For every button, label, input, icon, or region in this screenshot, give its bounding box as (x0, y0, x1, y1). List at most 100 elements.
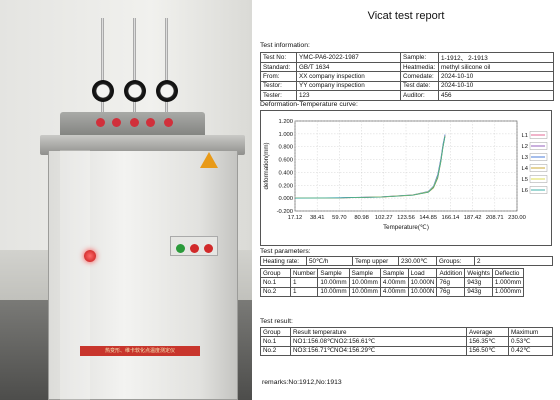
results-row: No.2 NO3:156.71℃NO4:156.29℃ 156.50℃ 0.42℃ (260, 345, 553, 357)
table-cell: 1.000mm (491, 286, 525, 298)
table-cell: Sample: (400, 52, 439, 63)
table-cell: 4.00mm (379, 277, 409, 288)
table-cell: 76g (436, 277, 466, 288)
x-tick-label: 102.27 (375, 215, 393, 221)
table-cell: 10.00mm (348, 277, 381, 288)
legend-label: L1 (522, 133, 528, 139)
cabinet-label-text: 热变形、维卡软化点温度测定仪 (104, 348, 175, 354)
section-test-result: Test result: (260, 318, 293, 325)
warning-triangle-icon (200, 152, 218, 168)
table-cell: Temp upper (352, 255, 399, 267)
table-cell: 10.000N (407, 277, 438, 288)
cabinet-highlight (60, 150, 90, 400)
groups-header-row: Group Number Sample Sample Sample Load Additio… (260, 267, 525, 279)
table-cell: NO3:156.71℃NO4:156.29℃ (290, 345, 467, 357)
table-cell: Average (466, 326, 509, 338)
table-cell: 2 (474, 255, 553, 267)
red-knob (96, 118, 105, 127)
table-cell: 123 (296, 90, 401, 101)
params-table: Heating rate: 50℃/h Temp upper 230.00℃ Group… (260, 255, 553, 267)
table-cell: Addition (436, 267, 466, 279)
info-row: Testor: YY company inspection Test date: 20… (260, 80, 554, 92)
indicator-lamp-icon (84, 250, 96, 262)
y-tick-label: 0.000 (278, 196, 293, 202)
red-knob (112, 118, 121, 127)
measuring-rod (133, 18, 136, 138)
x-tick-label: 187.42 (464, 215, 482, 221)
red-button-icon (190, 244, 199, 253)
groups-row: No.1 1 10.00mm 10.00mm 4.00mm 10.000N 76g 943g 1… (260, 277, 525, 288)
groups-row: No.2 1 10.00mm 10.00mm 4.00mm 10.000N 76g 943g 1… (260, 286, 525, 298)
table-cell: 2024-10-10 (438, 80, 554, 92)
x-tick-label: 123.56 (397, 215, 415, 221)
legend-box (529, 142, 548, 150)
table-cell: Sample (317, 267, 350, 279)
dial-gauge (92, 80, 114, 102)
machine-photo: 热变形、维卡软化点温度测定仪 (0, 0, 252, 400)
section-test-parameters: Test parameters: (260, 248, 311, 255)
table-cell: YY company inspection (296, 80, 401, 92)
table-cell: 4.00mm (379, 286, 409, 298)
table-cell: 10.00mm (317, 277, 350, 288)
table-cell: Load (407, 267, 438, 279)
table-cell: No.2 (260, 286, 291, 298)
table-cell: 10.00mm (348, 286, 381, 298)
section-curve: Deformation-Temperature curve: (260, 101, 358, 108)
legend-label: L6 (522, 188, 528, 194)
y-tick-label: 0.800 (278, 145, 293, 151)
table-cell: Sample (348, 267, 381, 279)
groups-table: Group Number Sample Sample Sample Load Additio… (260, 267, 525, 298)
table-cell: 1-1912、 2-1913 (438, 52, 554, 63)
table-cell: 2024-10-10 (438, 71, 554, 82)
measuring-rod (101, 18, 104, 138)
table-cell: methyl silicone oil (438, 61, 554, 73)
table-cell: 156.35℃ (466, 336, 509, 347)
info-row: Standard: GB/T 1634 Heatmedia: methyl silic… (260, 61, 554, 73)
table-cell: YMC-PA6-2022-1987 (296, 52, 401, 63)
info-row: From: XX company inspection Comedate: 2024-… (260, 71, 554, 82)
legend-box (529, 153, 548, 161)
y-tick-label: 1.000 (278, 132, 293, 138)
legend-box (529, 175, 548, 183)
table-cell: 0.53℃ (508, 336, 553, 347)
green-button-icon (176, 244, 185, 253)
legend-label: L2 (522, 144, 528, 150)
table-cell: Auditor: (400, 90, 439, 101)
results-table: Group Result temperature Average Maximum No.… (260, 326, 553, 357)
table-cell: Standard: (260, 61, 297, 73)
y-tick-label: 0.400 (278, 170, 293, 176)
remarks: remarks:No:1912,No:1913 (262, 379, 342, 386)
table-cell: Groups: (436, 255, 475, 267)
report-title: Vicat test report (367, 10, 445, 22)
red-knob (164, 118, 173, 127)
red-knob (146, 118, 155, 127)
section-test-information: Test information: (260, 42, 310, 49)
table-cell: Heating rate: (260, 255, 307, 267)
legend-label: L5 (522, 177, 528, 183)
table-cell: 1 (289, 286, 319, 298)
table-cell: 0.42℃ (508, 345, 553, 357)
table-cell: Deflectio (491, 267, 525, 279)
table-cell: Heatmedia: (400, 61, 439, 73)
info-row: Tester: 123 Auditor: 456 (260, 90, 554, 101)
legend-label: L4 (522, 166, 529, 172)
x-tick-label: 59.70 (332, 215, 347, 221)
info-row: Test No: YMC-PA6-2022-1987 Sample: 1-1912、 … (260, 52, 554, 63)
table-cell: Number (289, 267, 319, 279)
y-axis-label: deformation(mm) (263, 142, 270, 189)
x-tick-label: 230.00 (508, 215, 526, 221)
y-tick-label: 0.200 (278, 183, 293, 189)
table-cell: No.1 (260, 336, 291, 347)
table-cell: 1 (289, 277, 319, 288)
table-cell: Group (260, 267, 291, 279)
measuring-rod (165, 18, 168, 138)
table-cell: Test date: (400, 80, 439, 92)
legend-label: L3 (522, 155, 528, 161)
results-header-row: Group Result temperature Average Maximum (260, 326, 553, 338)
x-tick-label: 208.71 (486, 215, 504, 221)
table-cell: Test No: (260, 52, 297, 63)
table-cell: 76g (436, 286, 466, 298)
y-tick-label: 0.600 (278, 158, 293, 164)
legend-box (529, 131, 548, 139)
table-cell: 50℃/h (306, 255, 353, 267)
